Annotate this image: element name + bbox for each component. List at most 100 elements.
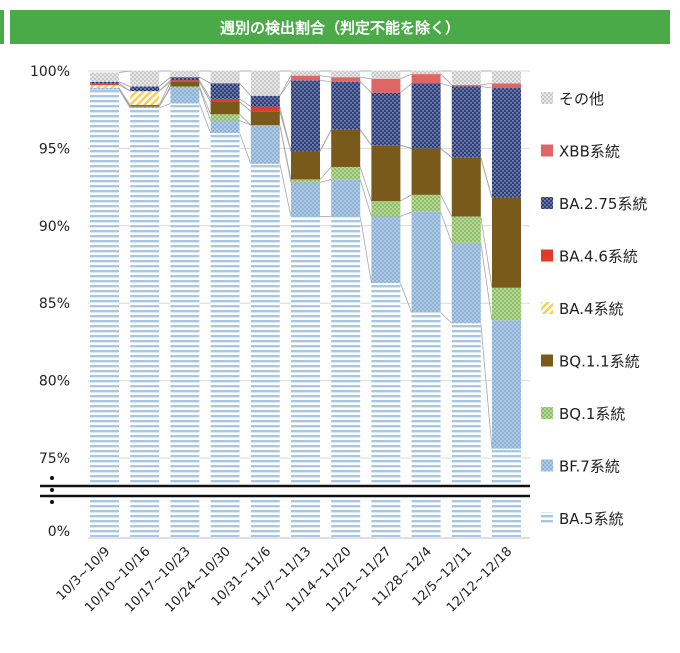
legend-item: その他: [541, 90, 604, 108]
bar-segment: その他 10/10~10/16: [130, 71, 160, 87]
bar-segment: BQ.1系統 10/24~10/30: [210, 114, 240, 121]
legend-label: XBB系統: [559, 143, 620, 161]
bar-segment: BQ.1.1系統 10/10~10/16: [130, 105, 160, 107]
series-connector: [440, 194, 453, 217]
series-connector: [480, 86, 493, 89]
legend-label: BQ.1.1系統: [559, 353, 640, 371]
series-connector: [158, 80, 171, 92]
bar-segment: BQ.1.1系統 10/24~10/30: [210, 101, 240, 115]
bar-segment: BA.2.75系統 11/14~11/20: [331, 81, 361, 130]
y-tick-label: 80%: [39, 374, 70, 390]
bar-segment: XBB系統 12/12~12/18: [492, 83, 521, 89]
bar-segment: BA.4.6系統 10/24~10/30: [210, 98, 240, 102]
legend-swatch: [541, 302, 553, 314]
series-connector: [480, 242, 493, 321]
y-tick-label: 75%: [39, 451, 70, 467]
series-connector: [118, 81, 131, 87]
bar-segment: BQ.1系統 11/7~11/13: [291, 179, 320, 183]
series-connector: [239, 98, 252, 107]
series-connector: [319, 178, 332, 183]
series-connector: [118, 89, 131, 109]
series-connector: [199, 87, 211, 121]
y-tick-label: 90%: [39, 219, 70, 235]
bar-segment: XBB系統 11/7~11/13: [291, 75, 320, 81]
bar-segment: BQ.1系統 11/21~11/27: [371, 201, 401, 217]
axis-break-dot: [50, 476, 54, 480]
bar-segment: BQ.1系統 12/5~12/11: [451, 216, 481, 243]
bar-segment: BQ.1.1系統 11/7~11/13: [291, 151, 320, 180]
chart-title: 週別の検出割合（判定不能を除く）: [10, 10, 670, 44]
bar-segment: BF.7系統 10/17~10/23: [170, 88, 200, 104]
bar-segment: BA.2.75系統 11/28~12/4: [411, 83, 441, 149]
y-tick-label: 100%: [30, 64, 70, 80]
series-connector: [159, 103, 171, 109]
legend-item: BA.4系統: [541, 300, 624, 318]
series-connector: [199, 76, 211, 84]
bar-segment: XBB系統 11/21~11/27: [371, 78, 401, 93]
bar-segment: BF.7系統 11/21~11/27: [371, 216, 401, 284]
bar-segment: BA.4.6系統 10/17~10/23: [170, 80, 200, 82]
bar-segment: BQ.1.1系統 12/5~12/11: [451, 157, 481, 217]
bar-segment: BF.7系統 10/31~11/6: [250, 125, 280, 164]
bar-segment: その他 11/28~12/4: [411, 71, 441, 75]
series-connector: [118, 83, 131, 92]
legend-item: XBB系統: [541, 143, 620, 161]
series-connector: [359, 179, 372, 217]
bar-segment: BA.4系統 10/3~10/9: [90, 84, 119, 89]
series-connector: [279, 163, 292, 217]
axis-break-band: [40, 484, 530, 498]
legend-swatch: [541, 354, 553, 367]
series-connector: [400, 83, 412, 93]
bar-segment: BA.4.6系統 10/3~10/9: [90, 83, 119, 85]
series-connector: [400, 211, 412, 217]
y-tick-label: 95%: [39, 141, 70, 157]
legend-label: BA.2.75系統: [559, 195, 647, 213]
bar-segment: BA.2.75系統 10/31~11/6: [250, 95, 280, 107]
bar-segment: BA.5系統 10/10~10/16: [130, 108, 160, 538]
series-connector: [239, 83, 252, 97]
series-connector: [239, 114, 252, 126]
series-connector: [118, 87, 131, 106]
bar-segment: BA.2.75系統 11/7~11/13: [291, 80, 320, 152]
bar-segment: BQ.1系統 11/14~11/20: [331, 166, 361, 180]
series-connector: [319, 166, 332, 180]
series-connector: [480, 323, 493, 449]
series-connector: [239, 132, 252, 165]
legend-label: その他: [559, 90, 604, 108]
bar-segment: その他 11/14~11/20: [331, 71, 361, 78]
bar-segment: BQ.1系統 11/28~12/4: [411, 194, 441, 212]
series-connector: [400, 282, 412, 313]
bar-segment: BA.2.75系統 10/17~10/23: [170, 77, 200, 81]
bar-segment: その他 10/31~11/6: [250, 71, 280, 96]
series-connector: [359, 166, 372, 202]
series-connector: [319, 79, 332, 83]
bar-segment: BA.2.75系統 12/5~12/11: [451, 86, 481, 158]
bar-segment: BA.2.75系統 10/10~10/16: [130, 86, 160, 92]
series-connector: [440, 82, 452, 87]
bar-segment: XBB系統 11/28~12/4: [411, 74, 441, 84]
legend-item: BA.2.75系統: [541, 195, 647, 213]
bar-segment: XBB系統 11/14~11/20: [331, 77, 361, 82]
bar-segment: BA.5系統 12/5~12/11: [451, 323, 481, 538]
legend-label: BA.5系統: [559, 510, 624, 528]
bar-segment: BA.2.75系統 12/12~12/18: [492, 88, 521, 198]
axis-break-dot: [50, 500, 54, 504]
series-connector: [480, 82, 493, 86]
series-connector: [400, 73, 412, 80]
bar-segment: BA.2.75系統 11/21~11/27: [371, 92, 401, 146]
bar-segment: BQ.1系統 12/12~12/18: [492, 287, 521, 321]
series-connector: [319, 75, 332, 78]
series-connector: [239, 120, 251, 126]
bar-segment: BA.2.75系統 10/24~10/30: [210, 83, 240, 99]
series-connector: [199, 103, 211, 134]
legend-label: BA.4.6系統: [559, 248, 638, 266]
bar-segment: BA.5系統 10/17~10/23: [170, 103, 200, 539]
bar-segment: BA.5系統 11/28~12/4: [411, 312, 441, 538]
series-connector: [199, 86, 211, 115]
series-connector: [360, 76, 372, 80]
legend-item: BQ.1系統: [541, 405, 625, 423]
bar-segment: BF.7系統 10/10~10/16: [130, 106, 160, 109]
legend-label: BA.4系統: [559, 300, 624, 318]
legend-swatch: [541, 407, 553, 419]
bar-segment: BA.4.6系統 10/31~11/6: [250, 106, 280, 112]
